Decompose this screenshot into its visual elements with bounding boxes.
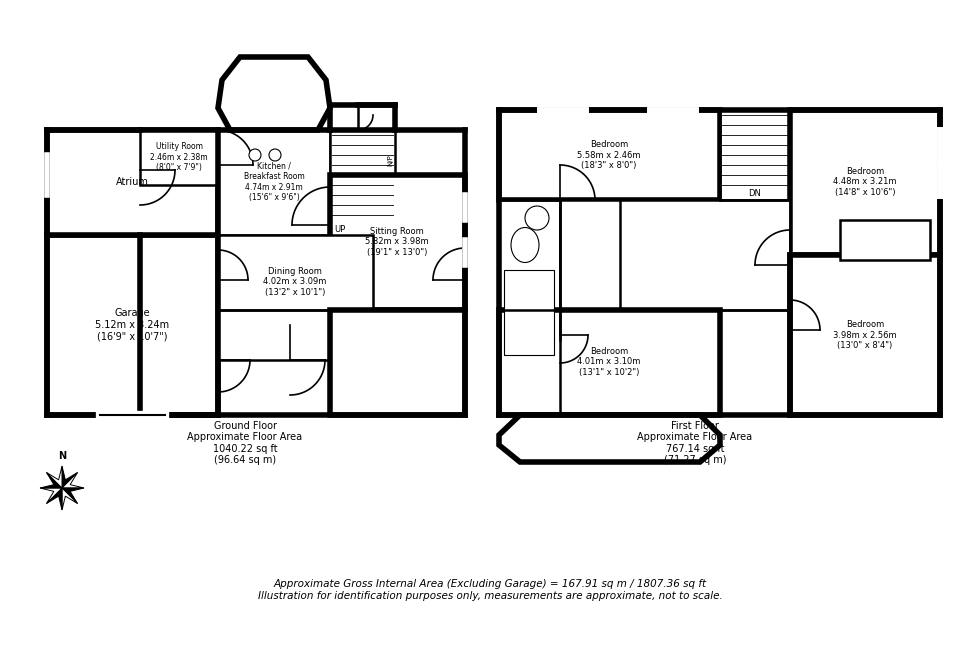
Circle shape <box>525 206 549 230</box>
Bar <box>790 110 940 255</box>
Bar <box>218 235 373 330</box>
Circle shape <box>269 149 281 161</box>
Bar <box>499 200 560 310</box>
Text: Garage
5.12m x 3.24m
(16'9" x 10'7"): Garage 5.12m x 3.24m (16'9" x 10'7") <box>95 308 170 342</box>
Bar <box>504 270 554 355</box>
Bar <box>499 110 720 200</box>
Bar <box>140 130 218 185</box>
Bar <box>560 200 620 340</box>
Text: Bedroom
4.01m x 3.10m
(13'1" x 10'2"): Bedroom 4.01m x 3.10m (13'1" x 10'2") <box>577 347 641 377</box>
Text: Sitting Room
5.82m x 3.98m
(19'1" x 13'0"): Sitting Room 5.82m x 3.98m (19'1" x 13'0… <box>366 227 429 257</box>
Bar <box>47 130 218 235</box>
Polygon shape <box>62 472 84 488</box>
Polygon shape <box>62 466 77 488</box>
Text: Bedroom
3.98m x 2.56m
(13'0" x 8'4"): Bedroom 3.98m x 2.56m (13'0" x 8'4") <box>833 320 897 350</box>
Ellipse shape <box>511 227 539 263</box>
Bar <box>330 310 465 415</box>
Text: UP: UP <box>334 225 346 234</box>
Bar <box>720 110 790 200</box>
Bar <box>218 310 465 360</box>
Bar <box>218 130 330 235</box>
Text: Approximate Gross Internal Area (Excluding Garage) = 167.91 sq m / 1807.36 sq ft: Approximate Gross Internal Area (Excludi… <box>258 579 722 601</box>
Text: N: N <box>58 451 66 461</box>
Text: Kitchen /
Breakfast Room
4.74m x 2.91m
(15'6" x 9'6"): Kitchen / Breakfast Room 4.74m x 2.91m (… <box>244 162 305 202</box>
Bar <box>790 255 940 415</box>
Bar <box>560 200 790 310</box>
Text: First Floor
Approximate Floor Area
767.14 sq ft
(71.27 sq m): First Floor Approximate Floor Area 767.1… <box>637 421 753 466</box>
Text: DN: DN <box>749 189 761 197</box>
Text: Bedroom
5.58m x 2.46m
(18'3" x 8'0"): Bedroom 5.58m x 2.46m (18'3" x 8'0") <box>577 140 641 170</box>
Polygon shape <box>40 488 62 503</box>
Text: Utility Room
2.46m x 2.38m
(8'0" x 7'9"): Utility Room 2.46m x 2.38m (8'0" x 7'9") <box>150 142 208 172</box>
Text: Dining Room
4.02m x 3.09m
(13'2" x 10'1"): Dining Room 4.02m x 3.09m (13'2" x 10'1"… <box>264 267 326 297</box>
Text: Atrium: Atrium <box>116 177 148 187</box>
Polygon shape <box>46 488 62 510</box>
Text: N/P: N/P <box>387 154 393 166</box>
Bar <box>840 220 930 260</box>
Bar <box>47 235 218 415</box>
Text: Ground Floor
Approximate Floor Area
1040.22 sq ft
(96.64 sq m): Ground Floor Approximate Floor Area 1040… <box>187 421 303 466</box>
Circle shape <box>249 149 261 161</box>
Polygon shape <box>218 57 330 130</box>
Bar <box>358 105 395 130</box>
Polygon shape <box>62 488 77 510</box>
Bar <box>330 130 395 235</box>
Bar <box>330 175 465 310</box>
Polygon shape <box>62 488 84 503</box>
Polygon shape <box>40 472 62 488</box>
Bar <box>499 310 720 415</box>
Polygon shape <box>499 415 720 462</box>
Polygon shape <box>46 466 62 488</box>
Text: Bedroom
4.48m x 3.21m
(14'8" x 10'6"): Bedroom 4.48m x 3.21m (14'8" x 10'6") <box>833 167 897 197</box>
